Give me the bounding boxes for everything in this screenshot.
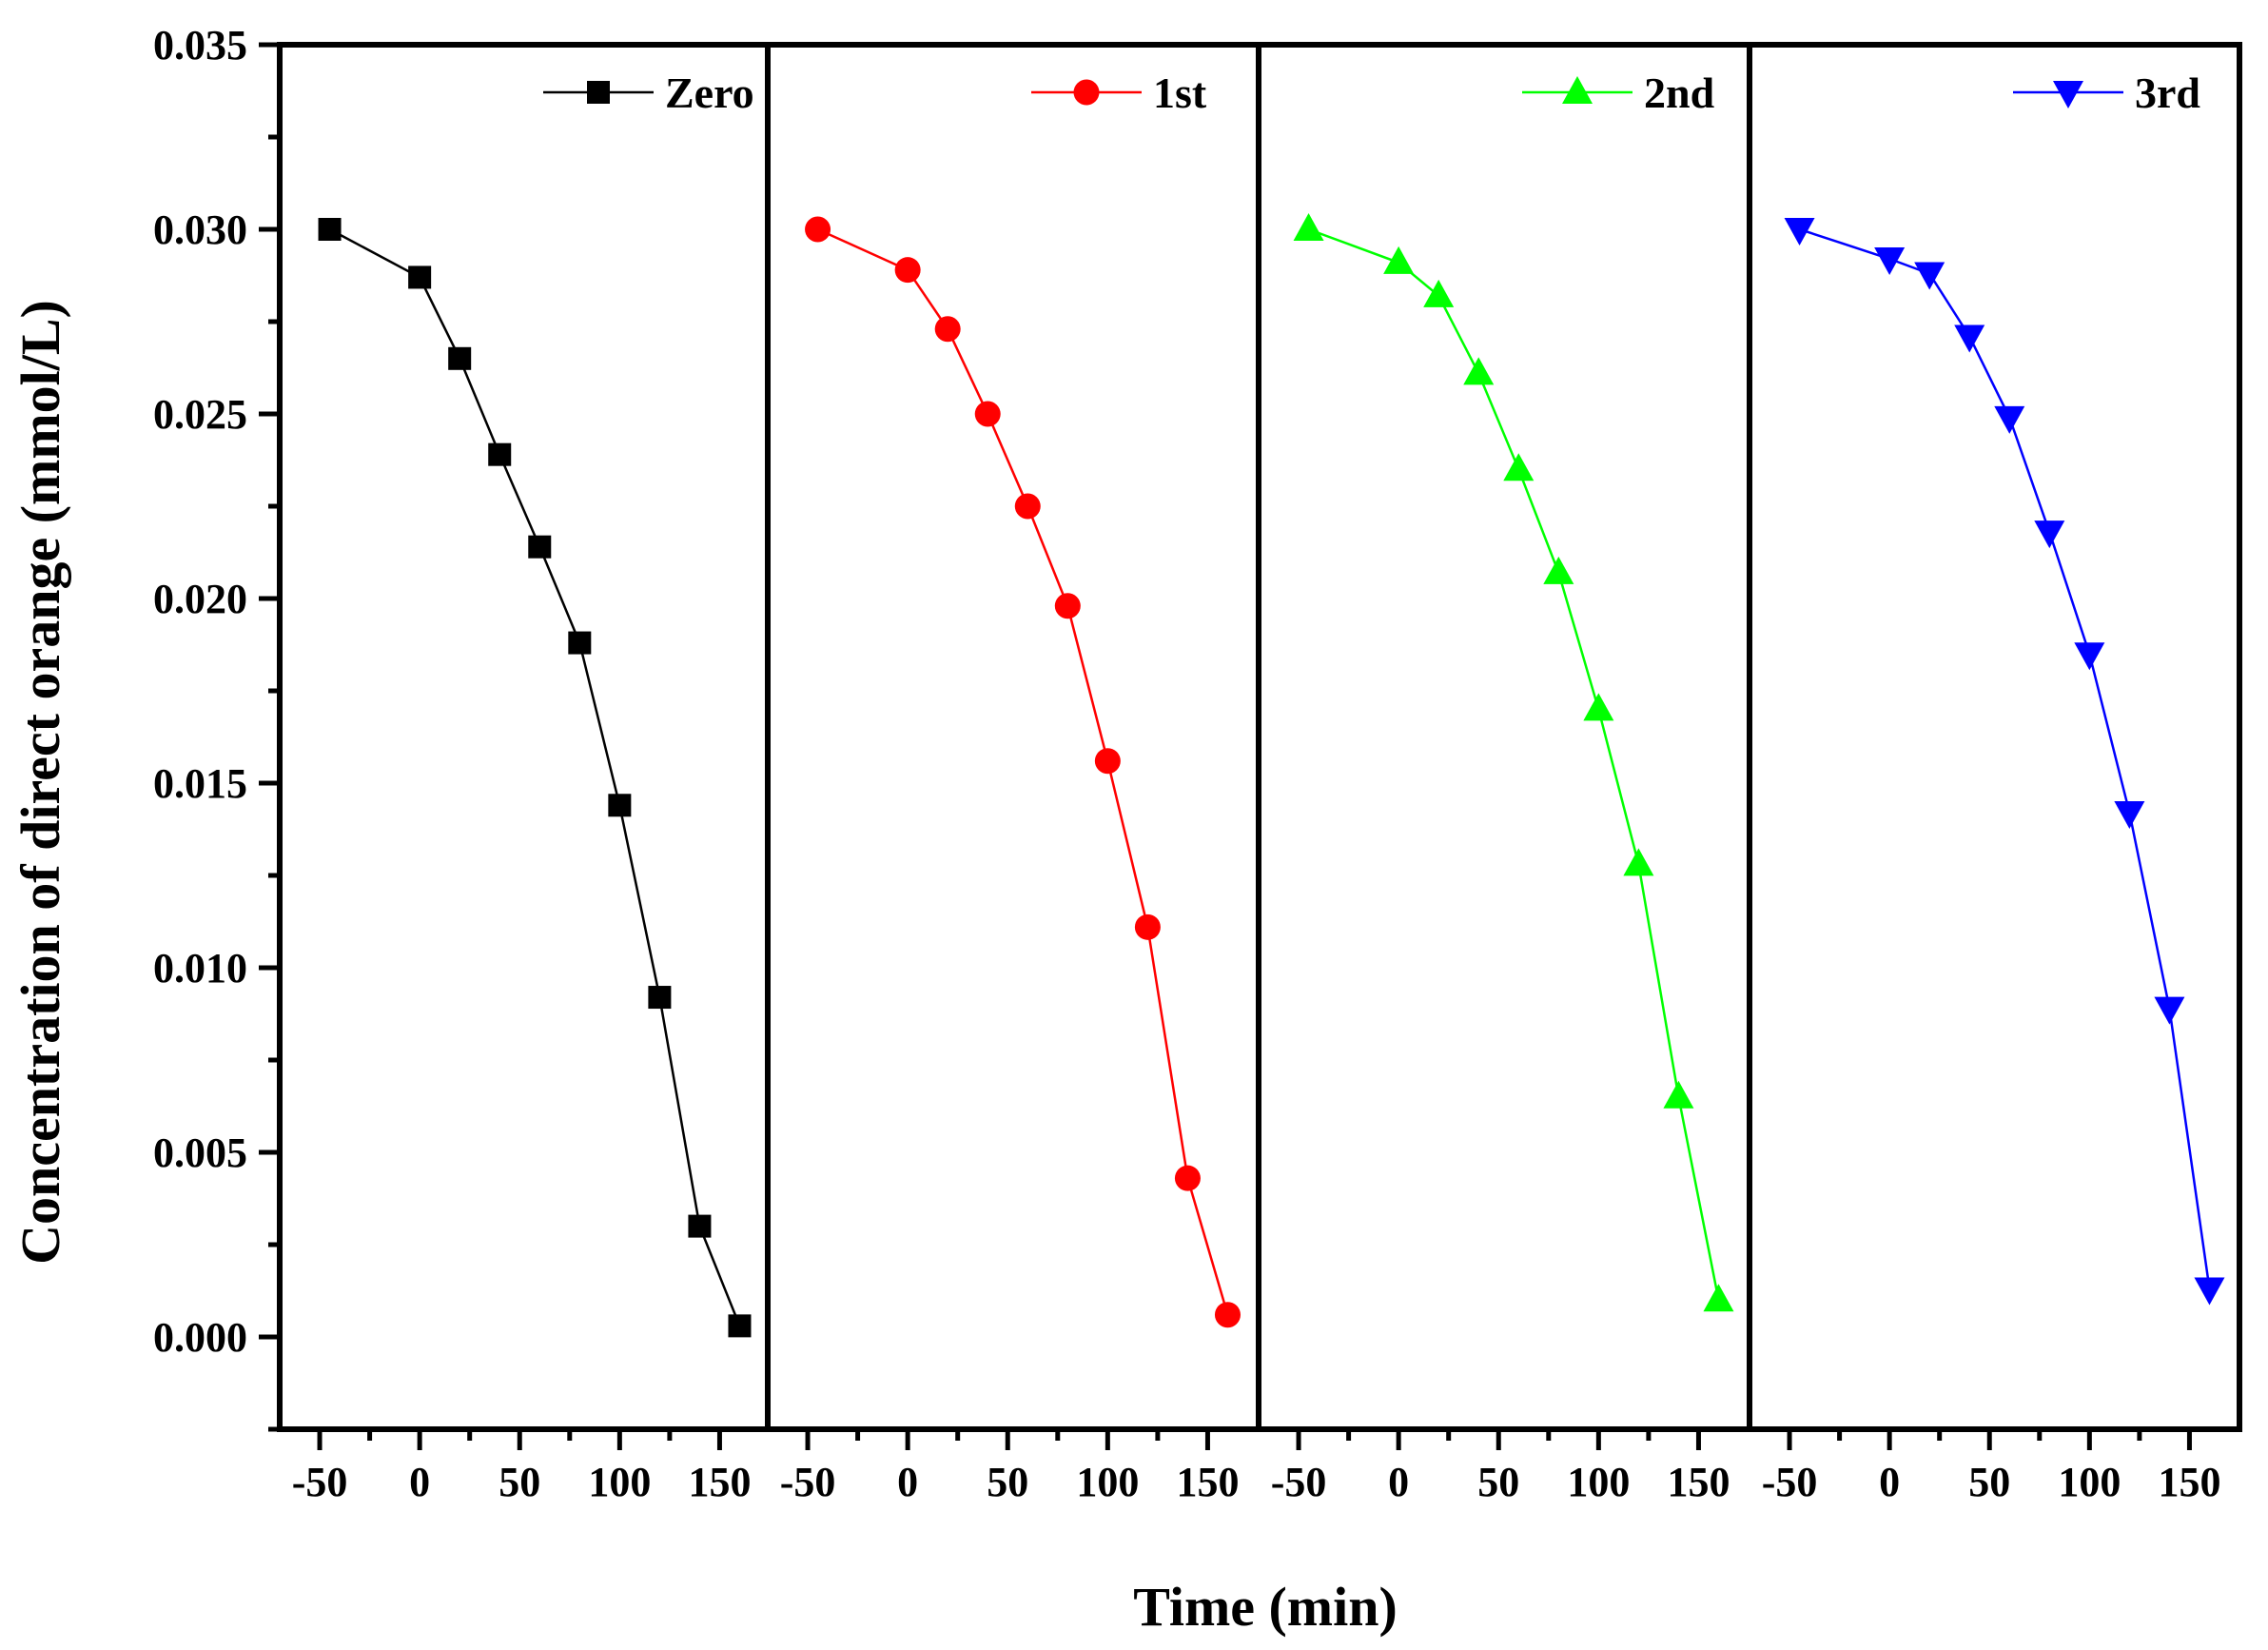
x-tick-label: 150 bbox=[2158, 1459, 2220, 1505]
x-tick-label: 100 bbox=[1076, 1459, 1139, 1505]
y-tick-label: 0.015 bbox=[153, 760, 247, 807]
x-tick-label: -50 bbox=[1762, 1459, 1818, 1505]
panels bbox=[277, 42, 2242, 1432]
x-tick-label: 0 bbox=[897, 1459, 918, 1505]
data-point bbox=[974, 401, 1001, 427]
data-point bbox=[1543, 556, 1574, 584]
data-point bbox=[1014, 493, 1041, 520]
data-point bbox=[488, 442, 512, 466]
series-line-2 bbox=[1308, 227, 1720, 1301]
data-point bbox=[1914, 262, 1945, 290]
y-axis: 0.000 0.005 0.010 0.015 0.020 0.025 0.030 0.035 bbox=[153, 22, 280, 1432]
data-point bbox=[728, 1314, 752, 1338]
y-axis-title: Concentration of direct orange (mmol/L) bbox=[10, 300, 71, 1265]
data-point bbox=[1054, 593, 1081, 619]
data-point bbox=[2194, 1277, 2225, 1306]
data-point bbox=[1463, 357, 1495, 385]
y-tick-label: 0.010 bbox=[153, 945, 247, 992]
x-tick-label: 50 bbox=[1968, 1459, 2010, 1505]
legend-label: Zero bbox=[665, 69, 754, 117]
data-point bbox=[608, 794, 632, 817]
x-tick-label: 50 bbox=[1477, 1459, 1519, 1505]
data-point bbox=[2074, 642, 2105, 671]
x-tick-label: 0 bbox=[1388, 1459, 1409, 1505]
x-tick-label: 150 bbox=[1667, 1459, 1730, 1505]
data-point bbox=[2034, 521, 2065, 549]
legend-label: 3rd bbox=[2135, 69, 2200, 117]
data-point bbox=[1503, 453, 1535, 481]
data-point bbox=[1623, 848, 1654, 876]
data-point bbox=[318, 218, 342, 241]
x-tick-label: 150 bbox=[688, 1459, 751, 1505]
data-point bbox=[2114, 801, 2145, 830]
data-point bbox=[805, 216, 831, 243]
data-point bbox=[2154, 996, 2185, 1025]
x-axis: -50 0 50 100 150 -50 0 50 100 150 -50 0 50 100 150 -50 0… bbox=[292, 1429, 2220, 1505]
legend: Zero 1st 2nd 3rd bbox=[543, 69, 2200, 117]
data-point bbox=[448, 346, 472, 370]
data-point bbox=[1174, 1165, 1201, 1191]
data-point bbox=[1423, 279, 1455, 307]
data-point bbox=[1663, 1080, 1694, 1109]
legend-label: 2nd bbox=[1644, 69, 1715, 117]
x-tick-label: -50 bbox=[780, 1459, 836, 1505]
x-tick-label: 0 bbox=[1879, 1459, 1900, 1505]
y-tick-label: 0.005 bbox=[153, 1129, 247, 1176]
data-point bbox=[1583, 693, 1614, 721]
x-tick-label: 0 bbox=[409, 1459, 430, 1505]
series-line-3 bbox=[1799, 227, 2211, 1289]
series-line-0 bbox=[329, 227, 741, 1326]
y-tick-label: 0.035 bbox=[153, 22, 247, 69]
x-tick-label: 100 bbox=[588, 1459, 651, 1505]
x-tick-label: -50 bbox=[1271, 1459, 1327, 1505]
data-point bbox=[1784, 218, 1815, 246]
series-line-1 bbox=[817, 227, 1229, 1316]
data-point bbox=[1874, 247, 1906, 276]
x-tick-label: 100 bbox=[2058, 1459, 2121, 1505]
y-tick-label: 0.020 bbox=[153, 576, 247, 622]
x-tick-label: 50 bbox=[987, 1459, 1028, 1505]
data-point bbox=[1293, 213, 1324, 241]
x-tick-label: 50 bbox=[499, 1459, 540, 1505]
x-tick-label: -50 bbox=[292, 1459, 348, 1505]
data-point bbox=[1134, 913, 1161, 940]
data-point bbox=[1094, 748, 1121, 775]
legend-marker bbox=[2053, 81, 2083, 108]
data-point bbox=[1994, 405, 2025, 434]
data-point bbox=[688, 1214, 712, 1238]
data-point bbox=[1703, 1284, 1734, 1312]
legend-marker bbox=[1562, 76, 1593, 104]
x-axis-title: Time (min) bbox=[1133, 1576, 1398, 1638]
x-tick-label: 100 bbox=[1567, 1459, 1630, 1505]
data-point bbox=[1383, 246, 1415, 274]
data-point bbox=[568, 631, 592, 655]
data-point bbox=[648, 986, 672, 1010]
x-tick-label: 150 bbox=[1176, 1459, 1239, 1505]
legend-marker bbox=[587, 81, 610, 104]
data-point bbox=[894, 257, 921, 284]
y-tick-label: 0.000 bbox=[153, 1314, 247, 1361]
y-tick-label: 0.025 bbox=[153, 391, 247, 438]
y-tick-label: 0.030 bbox=[153, 206, 247, 253]
legend-label: 1st bbox=[1153, 69, 1207, 117]
data-point bbox=[1954, 324, 1985, 353]
legend-marker bbox=[1073, 79, 1100, 106]
data-point bbox=[408, 265, 432, 289]
data-point bbox=[934, 316, 961, 343]
series bbox=[318, 213, 2225, 1338]
data-point bbox=[528, 535, 552, 559]
data-point bbox=[1214, 1302, 1241, 1328]
